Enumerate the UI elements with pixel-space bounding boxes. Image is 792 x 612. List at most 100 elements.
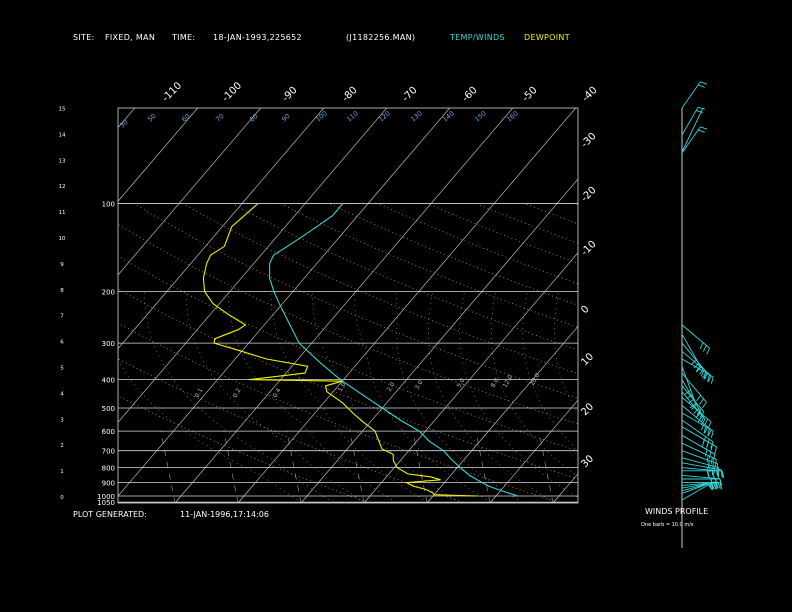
mixing-ratio-label: 12.0 bbox=[502, 374, 515, 389]
theta-label: 70 bbox=[214, 112, 225, 123]
winds-profile-title: WINDS PROFILE bbox=[645, 507, 709, 516]
wind-barb-flag bbox=[712, 462, 714, 470]
wind-barb-flag bbox=[700, 81, 708, 85]
temp-tick-label-right: 10 bbox=[579, 351, 596, 368]
wind-barb-flag bbox=[698, 129, 705, 133]
wind-barb-flag bbox=[704, 418, 709, 426]
wind-barb-flag bbox=[699, 368, 704, 375]
isotherm bbox=[118, 108, 261, 276]
height-tick-label: 14 bbox=[59, 132, 66, 138]
moist-adiabat bbox=[118, 358, 302, 503]
site-value: FIXED, MAN bbox=[105, 33, 156, 42]
wind-barb-shaft bbox=[681, 324, 710, 349]
isotherm bbox=[742, 108, 792, 503]
temp-tick-label-top: -80 bbox=[340, 85, 359, 104]
wind-barb-flag bbox=[699, 342, 704, 350]
wind-barb-flag bbox=[688, 398, 695, 404]
wind-barb-flag bbox=[711, 468, 713, 476]
wind-barb-flag bbox=[707, 375, 712, 383]
temp-tick-label-top: -40 bbox=[580, 85, 599, 104]
wind-barb-flag bbox=[713, 482, 717, 490]
wind-barb-shaft bbox=[681, 366, 697, 404]
wind-barb bbox=[681, 81, 708, 109]
moist-adiabat bbox=[270, 291, 428, 503]
theta-label: 30 bbox=[118, 118, 129, 129]
mixing-ratio-label: 0.1 bbox=[194, 387, 205, 399]
moist-adiabat bbox=[491, 291, 578, 477]
wind-barb bbox=[681, 106, 705, 136]
isotherm bbox=[118, 108, 198, 202]
theta-label: 140 bbox=[441, 109, 456, 123]
dry-adiabat bbox=[573, 203, 578, 206]
wind-barb-flag bbox=[702, 371, 707, 379]
temp-tick-label-top: -90 bbox=[280, 85, 299, 104]
moist-adiabat bbox=[554, 291, 578, 414]
theta-label: 130 bbox=[409, 109, 424, 123]
wind-barb-flag bbox=[714, 459, 717, 467]
wind-barb-flag bbox=[695, 366, 702, 373]
wind-barb-flag bbox=[693, 408, 700, 414]
mixing-ratio-label: 5.0 bbox=[456, 377, 467, 389]
isotherm bbox=[0, 108, 9, 503]
height-tick-label: 3 bbox=[60, 417, 64, 423]
wind-barb-flag bbox=[714, 482, 718, 490]
wind-barb-shaft bbox=[681, 107, 699, 136]
wind-barb-shaft bbox=[681, 484, 709, 501]
pressure-tick-label: 700 bbox=[102, 448, 115, 456]
plot-frame bbox=[117, 107, 579, 504]
theta-label: 120 bbox=[377, 109, 392, 123]
dry-adiabat bbox=[118, 358, 463, 503]
wind-barb-flag bbox=[704, 426, 709, 434]
wind-barb-flag bbox=[696, 408, 702, 415]
wind-barb-flag bbox=[699, 411, 705, 418]
pressure-tick-label: 1000 bbox=[97, 493, 115, 501]
wind-barb-flag bbox=[719, 478, 722, 486]
height-tick-label: 12 bbox=[59, 184, 66, 190]
wind-barb-shaft bbox=[681, 358, 714, 378]
mixing-ratio-line bbox=[538, 431, 554, 503]
wind-barb-flag bbox=[686, 394, 693, 400]
wind-barb bbox=[681, 434, 716, 462]
wind-barb-shaft bbox=[681, 126, 701, 154]
height-tick-label: 9 bbox=[60, 262, 64, 268]
temp-tick-label-top: -70 bbox=[400, 85, 419, 104]
wind-barb-shaft bbox=[681, 426, 717, 448]
height-tick-label: 1 bbox=[60, 469, 64, 475]
file-id: (J1182256.MAN) bbox=[346, 33, 416, 42]
wind-barb bbox=[681, 379, 702, 418]
theta-label: 100 bbox=[314, 109, 329, 123]
pressure-tick-label: 100 bbox=[102, 201, 115, 209]
moist-adiabat bbox=[395, 291, 523, 503]
wind-barb-flag bbox=[708, 460, 710, 468]
theta-label: 90 bbox=[280, 112, 291, 123]
moist-adiabat bbox=[459, 291, 578, 499]
moist-adiabat bbox=[522, 291, 578, 451]
height-tick-label: 15 bbox=[59, 107, 66, 113]
wind-barb-flag bbox=[700, 419, 706, 426]
temp-tick-label-right: -30 bbox=[579, 131, 598, 150]
pressure-tick-label: 900 bbox=[102, 480, 115, 488]
height-tick-label: 13 bbox=[59, 158, 66, 164]
wind-barb-shaft bbox=[681, 434, 716, 455]
plot-area bbox=[0, 108, 792, 503]
wind-barb-flag bbox=[706, 347, 711, 355]
isotherm bbox=[237, 108, 576, 503]
wind-barb bbox=[681, 324, 711, 355]
wind-barb-flag bbox=[684, 389, 692, 395]
mixing-ratio-line bbox=[475, 431, 491, 503]
wind-barb-flag bbox=[696, 394, 701, 402]
wind-barb-flag bbox=[710, 457, 713, 465]
wind-barb-flag bbox=[703, 426, 707, 434]
wind-barb-flag bbox=[710, 430, 714, 438]
dry-adiabat bbox=[118, 322, 559, 503]
legend-temp-winds: TEMP/WINDS bbox=[450, 33, 505, 42]
theta-label: 160 bbox=[505, 109, 520, 123]
mixing-ratio-label: 8.0 bbox=[490, 377, 501, 389]
pressure-tick-label: 200 bbox=[102, 289, 115, 297]
wind-barb-flag bbox=[714, 446, 718, 454]
wind-barb-shaft bbox=[681, 474, 720, 480]
pressure-tick-label: 400 bbox=[102, 377, 115, 385]
wind-barb bbox=[681, 419, 714, 449]
mixing-ratio-label: 0.2 bbox=[232, 387, 243, 399]
dry-adiabat bbox=[118, 395, 368, 503]
